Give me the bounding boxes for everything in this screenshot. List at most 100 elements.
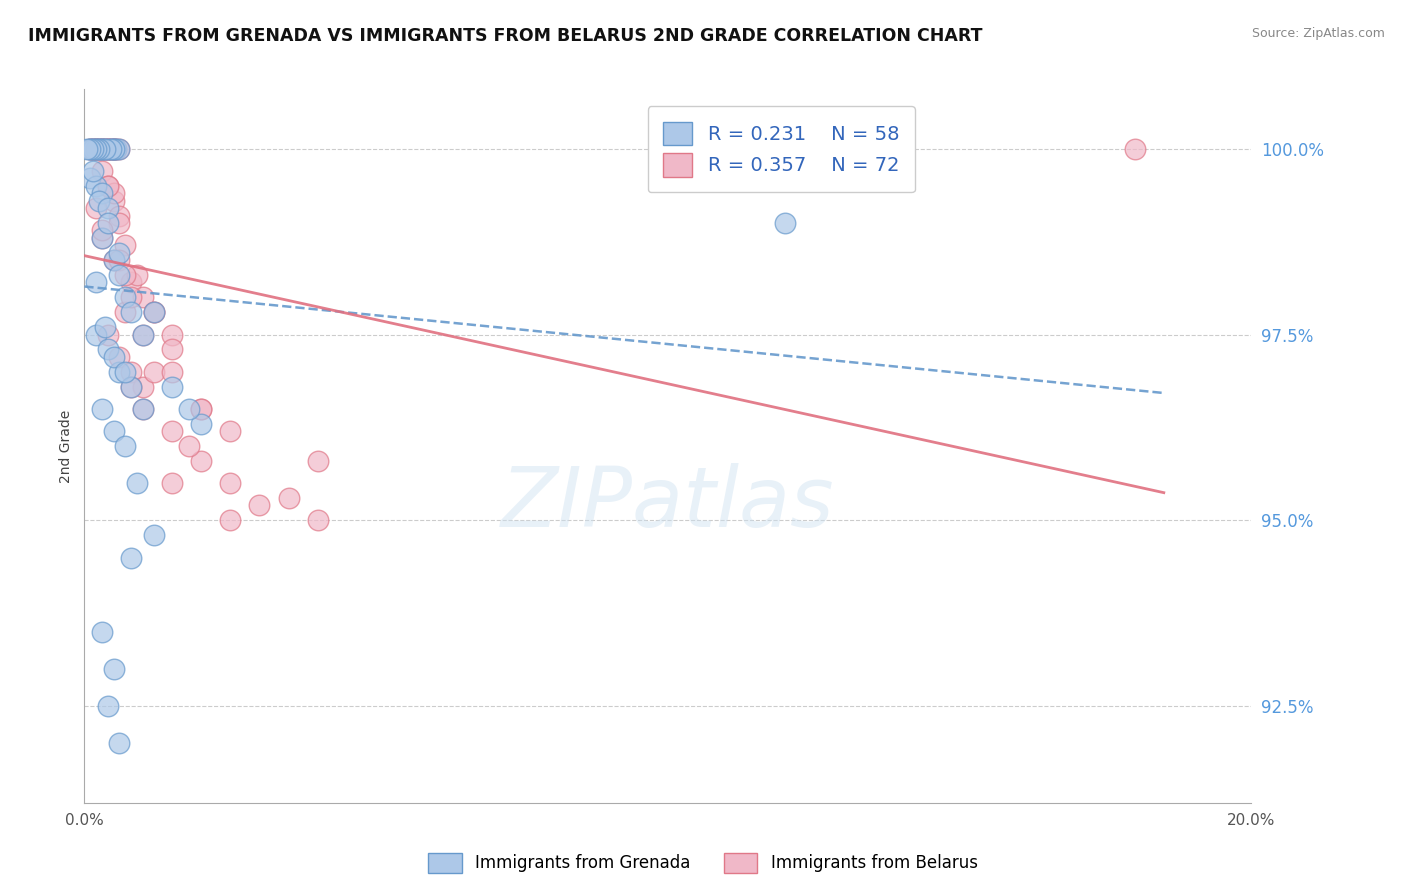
Point — [87, 194, 110, 208]
Point — [160, 327, 183, 342]
Point — [90, 401, 112, 416]
Point — [143, 305, 166, 319]
Point — [103, 142, 125, 156]
Point — [190, 401, 212, 416]
Point — [114, 290, 136, 304]
Point — [87, 142, 110, 156]
Point — [94, 142, 117, 156]
Text: IMMIGRANTS FROM GRENADA VS IMMIGRANTS FROM BELARUS 2ND GRADE CORRELATION CHART: IMMIGRANTS FROM GRENADA VS IMMIGRANTS FR… — [28, 27, 983, 45]
Point — [132, 327, 155, 342]
Point — [103, 350, 125, 364]
Point — [97, 142, 120, 156]
Point — [100, 142, 122, 156]
Point — [120, 290, 142, 304]
Point — [100, 142, 122, 156]
Point — [190, 401, 212, 416]
Point — [103, 186, 125, 201]
Point — [132, 401, 155, 416]
Point — [108, 142, 131, 156]
Point — [94, 142, 117, 156]
Point — [143, 365, 166, 379]
Point — [90, 624, 112, 639]
Point — [773, 216, 796, 230]
Point — [108, 365, 131, 379]
Text: ZIPatlas: ZIPatlas — [501, 463, 835, 543]
Point — [100, 142, 122, 156]
Point — [132, 401, 155, 416]
Point — [103, 253, 125, 268]
Point — [103, 253, 125, 268]
Legend: R = 0.231    N = 58, R = 0.357    N = 72: R = 0.231 N = 58, R = 0.357 N = 72 — [648, 106, 915, 193]
Point — [114, 365, 136, 379]
Point — [120, 379, 142, 393]
Point — [84, 327, 107, 342]
Point — [97, 327, 120, 342]
Point — [160, 343, 183, 357]
Point — [90, 164, 112, 178]
Point — [120, 305, 142, 319]
Point — [114, 268, 136, 282]
Point — [160, 476, 183, 491]
Point — [103, 142, 125, 156]
Point — [79, 171, 101, 186]
Point — [90, 142, 112, 156]
Point — [84, 142, 107, 156]
Point — [97, 343, 120, 357]
Point — [103, 142, 125, 156]
Point — [97, 699, 120, 714]
Point — [114, 238, 136, 252]
Point — [108, 142, 131, 156]
Point — [79, 142, 101, 156]
Point — [219, 424, 242, 438]
Point — [190, 417, 212, 431]
Point — [249, 499, 271, 513]
Point — [87, 142, 110, 156]
Point — [108, 209, 131, 223]
Point — [103, 424, 125, 438]
Point — [277, 491, 299, 505]
Point — [132, 327, 155, 342]
Point — [97, 142, 120, 156]
Point — [108, 216, 131, 230]
Y-axis label: 2nd Grade: 2nd Grade — [59, 409, 73, 483]
Point — [97, 201, 120, 215]
Point — [103, 142, 125, 156]
Point — [79, 142, 101, 156]
Point — [120, 379, 142, 393]
Point — [179, 439, 201, 453]
Point — [160, 424, 183, 438]
Point — [84, 178, 107, 193]
Point — [82, 142, 104, 156]
Point — [114, 439, 136, 453]
Point — [94, 142, 117, 156]
Point — [105, 142, 128, 156]
Point — [84, 142, 107, 156]
Point — [132, 290, 155, 304]
Point — [103, 142, 125, 156]
Point — [97, 142, 120, 156]
Point — [97, 178, 120, 193]
Point — [114, 305, 136, 319]
Point — [97, 142, 120, 156]
Point — [120, 365, 142, 379]
Point — [82, 164, 104, 178]
Point — [90, 142, 112, 156]
Point — [90, 142, 112, 156]
Point — [90, 142, 112, 156]
Point — [90, 231, 112, 245]
Point — [103, 194, 125, 208]
Point — [84, 201, 107, 215]
Point — [120, 276, 142, 290]
Point — [97, 178, 120, 193]
Point — [125, 476, 148, 491]
Point — [125, 268, 148, 282]
Point — [307, 513, 329, 527]
Text: Source: ZipAtlas.com: Source: ZipAtlas.com — [1251, 27, 1385, 40]
Point — [1123, 142, 1146, 156]
Point — [100, 142, 122, 156]
Point — [79, 142, 101, 156]
Point — [94, 320, 117, 334]
Point — [108, 245, 131, 260]
Point — [87, 142, 110, 156]
Point — [90, 231, 112, 245]
